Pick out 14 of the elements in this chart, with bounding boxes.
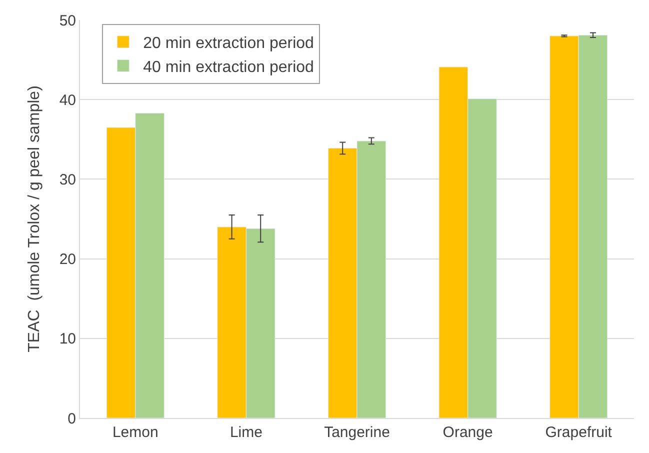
x-tick-label: Orange: [442, 424, 493, 441]
x-tick-label: Tangerine: [324, 424, 390, 441]
y-tick-label: 30: [59, 171, 76, 188]
x-tick-label: Lime: [230, 424, 262, 441]
y-tick-label: 0: [68, 410, 76, 428]
y-tick-label: 20: [59, 251, 76, 268]
y-axis-title: TEAC (umole Trolox / g peel sample): [26, 86, 44, 352]
x-tick-label: Grapefruit: [545, 424, 613, 441]
y-tick-label: 50: [59, 12, 76, 30]
y-tick-label: 10: [59, 330, 76, 348]
legend-label: 40 min extraction period: [143, 58, 314, 76]
legend-label: 20 min extraction period: [143, 35, 314, 52]
x-tick-label: Lemon: [112, 424, 158, 441]
y-tick-label: 40: [59, 92, 76, 109]
